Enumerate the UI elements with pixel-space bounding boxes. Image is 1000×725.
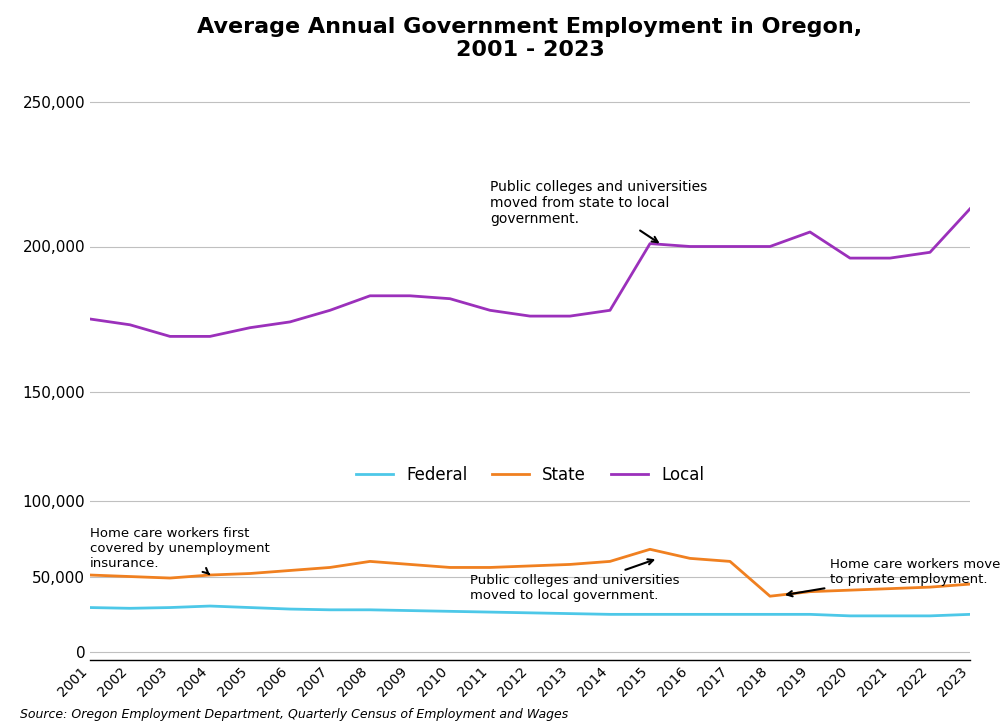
Text: Source: Oregon Employment Department, Quarterly Census of Employment and Wages: Source: Oregon Employment Department, Qu… (20, 708, 568, 721)
Text: Home care workers moved
to private employment.: Home care workers moved to private emplo… (787, 558, 1000, 597)
Legend: Federal, State, Local: Federal, State, Local (349, 459, 711, 491)
Title: Average Annual Government Employment in Oregon,
2001 - 2023: Average Annual Government Employment in … (197, 17, 863, 60)
Text: Public colleges and universities
moved from state to local
government.: Public colleges and universities moved f… (490, 180, 707, 242)
Text: Public colleges and universities
moved to local government.: Public colleges and universities moved t… (470, 559, 680, 602)
Text: Home care workers first
covered by unemployment
insurance.: Home care workers first covered by unemp… (90, 526, 270, 574)
